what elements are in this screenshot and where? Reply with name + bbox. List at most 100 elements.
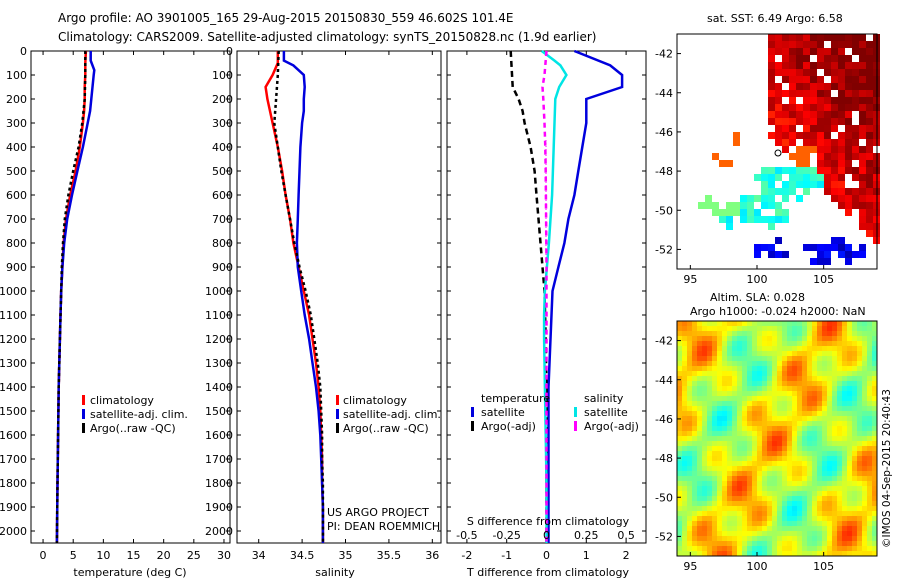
sla-cell (807, 351, 812, 356)
sla-cell (787, 526, 792, 531)
sla-cell (757, 406, 762, 411)
sst-cell (810, 104, 817, 111)
sla-cell (737, 506, 742, 511)
salinity-profiles (264, 50, 325, 543)
sla-cell (777, 341, 782, 346)
sla-cell (787, 531, 792, 536)
sla-cell (787, 551, 792, 556)
sla-cell (687, 396, 692, 401)
sst-cell (845, 90, 852, 97)
sla-cell (847, 436, 852, 441)
sla-cell (867, 381, 872, 386)
sla-cell (817, 461, 822, 466)
sla-cell (702, 441, 707, 446)
sla-cell (677, 401, 682, 406)
sla-cell (697, 466, 702, 471)
sla-cell (792, 476, 797, 481)
sla-cell (862, 521, 867, 526)
sla-cell (772, 541, 777, 546)
sla-cell (857, 546, 862, 551)
sla-cell (737, 446, 742, 451)
sst-cell (698, 202, 705, 209)
sla-cell (772, 341, 777, 346)
sla-cell (857, 371, 862, 376)
sla-cell (787, 416, 792, 421)
sst-cell (824, 69, 831, 76)
sla-cell (692, 321, 697, 326)
sla-cell (722, 471, 727, 476)
sla-cell (747, 501, 752, 506)
sla-cell (692, 411, 697, 416)
sst-cell (845, 41, 852, 48)
sst-cell (859, 55, 866, 62)
sla-cell (747, 396, 752, 401)
sla-cell (807, 536, 812, 541)
sla-cell (787, 351, 792, 356)
sla-cell (832, 411, 837, 416)
sst-cell (740, 209, 747, 216)
sla-cell (722, 486, 727, 491)
sla-cell (742, 446, 747, 451)
sst-cell (775, 118, 782, 125)
sla-cell (697, 456, 702, 461)
sla-cell (847, 391, 852, 396)
sla-cell (857, 486, 862, 491)
sst-cell (775, 97, 782, 104)
sla-cell (847, 471, 852, 476)
depth-tick-label: 1000 (205, 285, 233, 298)
sla-cell (712, 421, 717, 426)
sla-cell (857, 401, 862, 406)
sla-cell (687, 416, 692, 421)
sla-cell (802, 396, 807, 401)
sla-cell (837, 386, 842, 391)
sla-cell (682, 441, 687, 446)
sla-cell (762, 506, 767, 511)
sla-cell (842, 476, 847, 481)
sst-cell (859, 41, 866, 48)
sla-cell (777, 541, 782, 546)
sla-cell (717, 386, 722, 391)
temperature-axes (30, 50, 231, 544)
sla-cell (837, 476, 842, 481)
sla-cell (767, 331, 772, 336)
sla-cell (767, 396, 772, 401)
sla-cell (837, 551, 842, 556)
temperature-xlabel: temperature (deg C) (73, 566, 186, 579)
sla-cell (697, 541, 702, 546)
sla-cell (747, 416, 752, 421)
sla-cell (787, 366, 792, 371)
sla-cell (712, 446, 717, 451)
sla-cell (817, 486, 822, 491)
sst-cell (803, 160, 810, 167)
sla-cell (742, 421, 747, 426)
sst-cell (789, 132, 796, 139)
sla-cell (692, 506, 697, 511)
sla-cell (752, 366, 757, 371)
sst-cell (831, 181, 838, 188)
sla-cell (822, 356, 827, 361)
sla-cell (727, 486, 732, 491)
sla-cell (732, 396, 737, 401)
sla-cell (727, 531, 732, 536)
sla-cell (742, 501, 747, 506)
sla-cell (772, 521, 777, 526)
sla-cell (747, 521, 752, 526)
sst-cell (852, 34, 859, 41)
x-tick-label: 25 (187, 549, 201, 562)
sla-cell (677, 546, 682, 551)
sla-cell (807, 486, 812, 491)
sla-cell (677, 441, 682, 446)
sla-cell (697, 346, 702, 351)
sla-cell (827, 361, 832, 366)
sla-cell (717, 331, 722, 336)
sla-cell (757, 541, 762, 546)
sla-cell (682, 546, 687, 551)
sla-cell (732, 491, 737, 496)
sla-cell (722, 441, 727, 446)
sla-cell (862, 371, 867, 376)
sla-cell (742, 476, 747, 481)
sla-cell (812, 336, 817, 341)
sst-cell (852, 76, 859, 83)
sst-cell (796, 174, 803, 181)
sla-cell (677, 466, 682, 471)
